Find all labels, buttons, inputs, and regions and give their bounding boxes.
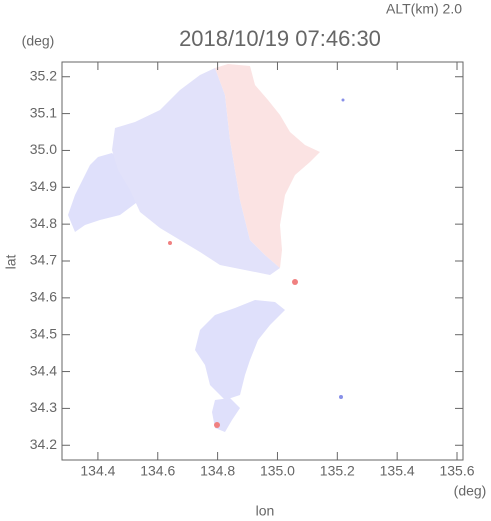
x-axis-title: lon bbox=[256, 503, 275, 519]
y-axis-title: lat bbox=[3, 255, 19, 270]
x-tick-label: 134.6 bbox=[140, 463, 175, 479]
speck bbox=[339, 395, 343, 399]
y-tick-label: 34.7 bbox=[30, 252, 57, 268]
x-tick-label: 134.4 bbox=[80, 463, 115, 479]
region-south bbox=[195, 300, 285, 400]
y-tick-label: 35.0 bbox=[30, 141, 57, 157]
x-tick-label: 135.2 bbox=[320, 463, 355, 479]
map-field bbox=[68, 64, 345, 432]
region-main-blue bbox=[112, 68, 280, 275]
speck bbox=[214, 422, 220, 428]
y-tick-label: 34.9 bbox=[30, 178, 57, 194]
x-tick-label: 134.8 bbox=[200, 463, 235, 479]
chart-title: 2018/10/19 07:46:30 bbox=[179, 26, 381, 51]
speck bbox=[292, 279, 298, 285]
region-main-red bbox=[215, 64, 320, 268]
y-tick-label: 34.4 bbox=[30, 362, 57, 378]
altitude-label: ALT(km) 2.0 bbox=[386, 1, 462, 17]
speck bbox=[341, 98, 345, 102]
x-tick-label: 135.4 bbox=[380, 463, 415, 479]
y-tick-label: 35.2 bbox=[30, 67, 57, 83]
x-tick-label: 135.6 bbox=[439, 463, 474, 479]
y-tick-label: 34.6 bbox=[30, 289, 57, 305]
y-unit: (deg) bbox=[22, 33, 55, 49]
x-tick-label: 135.0 bbox=[260, 463, 295, 479]
y-tick-label: 35.1 bbox=[30, 104, 57, 120]
y-tick-label: 34.3 bbox=[30, 399, 57, 415]
speck bbox=[168, 241, 172, 245]
y-tick-label: 34.2 bbox=[30, 436, 57, 452]
x-unit: (deg) bbox=[454, 483, 487, 499]
y-tick-label: 34.5 bbox=[30, 325, 57, 341]
y-tick-label: 34.8 bbox=[30, 215, 57, 231]
